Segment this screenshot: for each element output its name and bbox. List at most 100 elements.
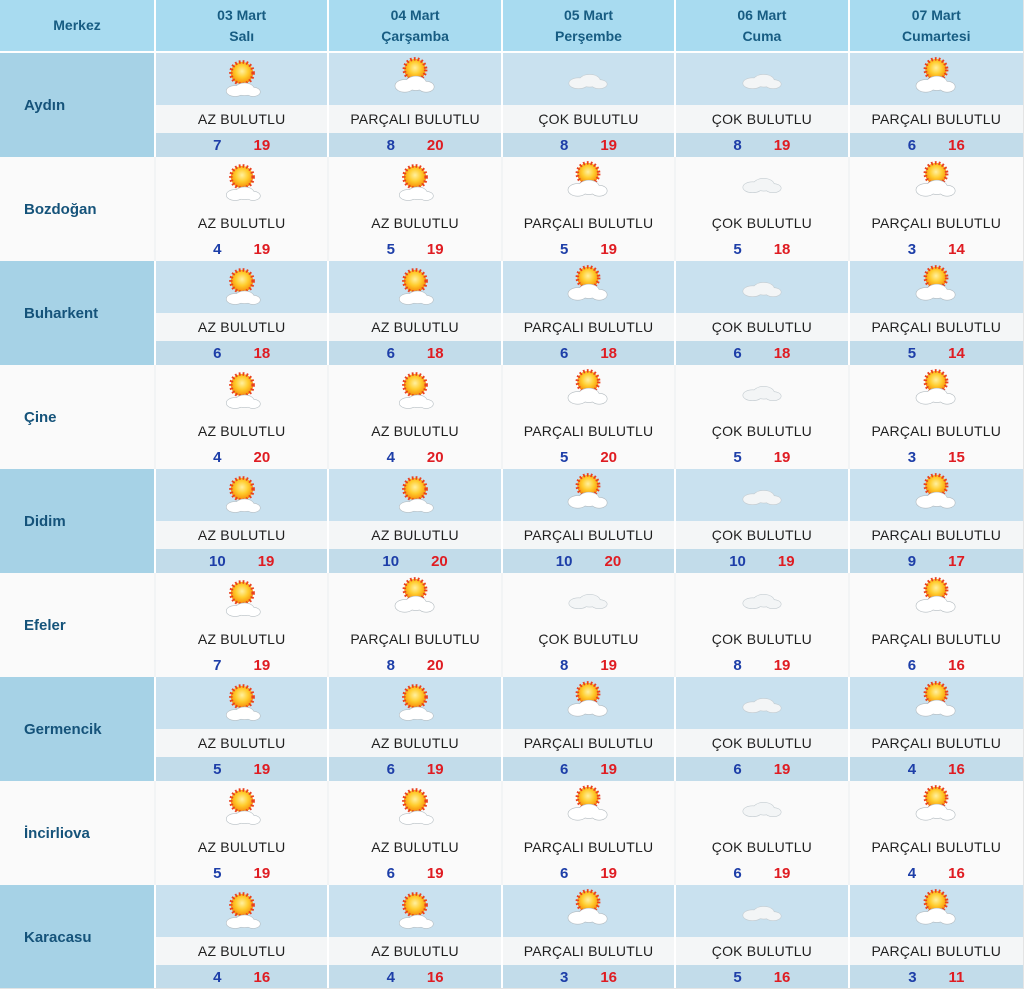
condition-band: AZ BULUTLU (329, 729, 501, 757)
temperature-band: 5 19 (329, 237, 501, 261)
forecast-cell: AZ BULUTLU 4 20 (329, 365, 503, 469)
forecast-cell: ÇOK BULUTLU 5 18 (676, 157, 850, 261)
icon-area (849, 261, 1023, 313)
condition-band: PARÇALI BULUTLU (329, 105, 501, 133)
header-day-4: 06 Mart Cuma (676, 0, 850, 51)
forecast-cell: AZ BULUTLU 10 19 (156, 469, 330, 573)
cloud-icon (738, 471, 786, 519)
temperature-band: 8 19 (676, 133, 848, 157)
forecast-cell: AZ BULUTLU 4 16 (156, 885, 330, 988)
city-cell: Didim (0, 469, 156, 573)
icon-area (849, 157, 1023, 209)
min-temperature: 6 (386, 760, 395, 778)
forecast-cell: PARÇALI BULUTLU 3 16 (502, 885, 677, 988)
sun-cloud-icon (564, 887, 612, 935)
max-temperature: 19 (253, 760, 271, 778)
temperature-band: 6 19 (676, 757, 848, 781)
condition-label: ÇOK BULUTLU (538, 631, 639, 647)
icon-area (156, 781, 328, 833)
temperature-band: 6 19 (502, 861, 675, 885)
min-temperature: 5 (386, 240, 395, 258)
min-temperature: 4 (907, 760, 917, 778)
min-temperature: 6 (386, 344, 395, 362)
city-name: Aydın (24, 96, 66, 114)
city-row: Efeler AZ BULUTLU 7 19 PARÇALI BULUTLU 8… (0, 573, 1023, 677)
city-name: Buharkent (24, 304, 99, 322)
icon-area (156, 53, 328, 105)
cloud-icon (738, 783, 786, 831)
max-temperature: 19 (426, 864, 444, 882)
condition-band: PARÇALI BULUTLU (502, 521, 675, 549)
condition-label: PARÇALI BULUTLU (871, 735, 1002, 751)
sun-cloud-icon (391, 575, 439, 623)
condition-band: PARÇALI BULUTLU (502, 417, 675, 445)
max-temperature: 19 (253, 240, 271, 258)
max-temperature: 16 (773, 968, 791, 986)
forecast-cell: ÇOK BULUTLU 5 16 (676, 885, 850, 988)
condition-band: ÇOK BULUTLU (502, 105, 675, 133)
temperature-band: 4 16 (156, 965, 328, 988)
condition-band: PARÇALI BULUTLU (849, 209, 1023, 237)
min-temperature: 5 (559, 448, 569, 466)
min-temperature: 9 (907, 552, 917, 570)
forecast-cell: ÇOK BULUTLU 6 18 (676, 261, 850, 365)
condition-label: AZ BULUTLU (197, 111, 286, 127)
temperature-band: 8 20 (329, 133, 501, 157)
min-temperature: 6 (733, 760, 742, 778)
icon-area (502, 53, 675, 105)
forecast-cell: PARÇALI BULUTLU 9 17 (849, 469, 1023, 573)
max-temperature: 20 (426, 656, 444, 674)
min-temperature: 3 (559, 968, 569, 986)
cloud-icon (564, 575, 612, 623)
temperature-band: 6 18 (676, 341, 848, 365)
forecast-cells: AZ BULUTLU 7 19 PARÇALI BULUTLU 8 20 ÇOK… (156, 573, 1023, 677)
sun-cloud-icon (391, 55, 439, 103)
city-name: Didim (24, 512, 66, 530)
sun-small-cloud-icon (391, 367, 439, 415)
forecast-cell: AZ BULUTLU 6 19 (329, 781, 503, 885)
temperature-band: 5 18 (676, 237, 848, 261)
temperature-band: 6 19 (502, 757, 675, 781)
icon-area (849, 573, 1023, 625)
header-day-1: 03 Mart Salı (156, 0, 330, 51)
min-temperature: 4 (213, 448, 222, 466)
condition-label: AZ BULUTLU (197, 839, 286, 855)
forecast-cell: AZ BULUTLU 6 19 (329, 677, 503, 781)
max-temperature: 19 (773, 656, 791, 674)
day-weekday: Çarşamba (381, 27, 449, 44)
forecast-cell: PARÇALI BULUTLU 3 14 (849, 157, 1023, 261)
max-temperature: 14 (948, 240, 965, 258)
sun-cloud-icon (912, 367, 960, 415)
forecast-cell: PARÇALI BULUTLU 8 20 (329, 573, 503, 677)
condition-band: ÇOK BULUTLU (676, 625, 848, 653)
forecast-cells: AZ BULUTLU 6 18 AZ BULUTLU 6 18 PARÇALI … (156, 261, 1023, 365)
icon-area (156, 885, 328, 937)
condition-band: AZ BULUTLU (329, 937, 501, 965)
condition-band: PARÇALI BULUTLU (502, 937, 675, 965)
cloud-icon (738, 679, 786, 727)
city-cell: Aydın (0, 53, 156, 157)
forecast-cell: AZ BULUTLU 7 19 (156, 573, 330, 677)
condition-band: AZ BULUTLU (156, 729, 328, 757)
forecast-cell: ÇOK BULUTLU 6 19 (676, 677, 850, 781)
temperature-band: 4 16 (849, 757, 1023, 781)
min-temperature: 4 (386, 968, 395, 986)
condition-label: PARÇALI BULUTLU (523, 319, 654, 335)
temperature-band: 7 19 (156, 133, 328, 157)
forecast-cells: AZ BULUTLU 5 19 AZ BULUTLU 6 19 PARÇALI … (156, 781, 1023, 885)
forecast-rows: Aydın AZ BULUTLU 7 19 PARÇALI BULUTLU 8 … (0, 53, 1023, 988)
sun-cloud-icon (912, 159, 960, 207)
max-temperature: 20 (426, 448, 444, 466)
icon-area (676, 573, 848, 625)
forecast-cell: PARÇALI BULUTLU 6 18 (502, 261, 677, 365)
city-row: Buharkent AZ BULUTLU 6 18 AZ BULUTLU 6 1… (0, 261, 1023, 365)
condition-band: ÇOK BULUTLU (502, 625, 675, 653)
sun-small-cloud-icon (391, 887, 439, 935)
icon-area (502, 885, 675, 937)
max-temperature: 17 (948, 552, 965, 570)
forecast-cell: AZ BULUTLU 4 16 (329, 885, 503, 988)
temperature-band: 6 16 (849, 133, 1023, 157)
min-temperature: 3 (907, 240, 917, 258)
day-date: 04 Mart (390, 6, 440, 23)
icon-area (849, 469, 1023, 521)
